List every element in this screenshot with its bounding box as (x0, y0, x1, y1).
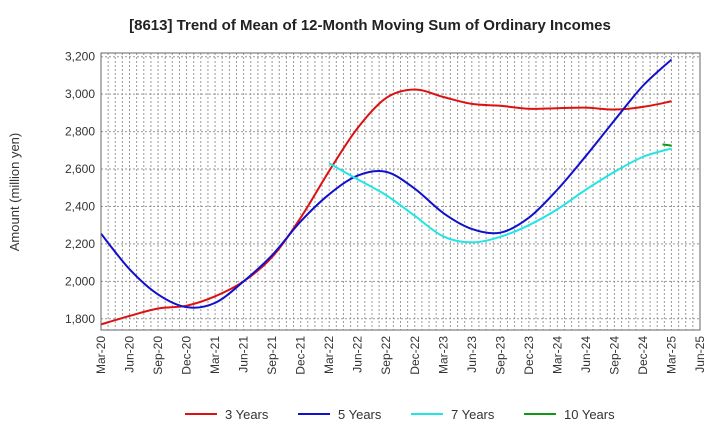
x-axis: Mar-20 Jun-20 Sep-20 Dec-20 Mar-21 Jun-21 Sep-… (94, 336, 707, 375)
x-tick-label: Mar-21 (208, 336, 222, 374)
y-tick-label: 2,400 (65, 199, 95, 213)
chart-title: [8613] Trend of Mean of 12-Month Moving … (129, 17, 611, 34)
legend-label-7-years: 7 Years (451, 407, 495, 422)
x-tick-label: Sep-20 (151, 336, 165, 375)
y-tick-label: 3,000 (65, 87, 95, 101)
x-tick-label: Sep-21 (265, 336, 279, 375)
x-tick-label: Mar-22 (322, 336, 336, 374)
series-group (100, 58, 673, 326)
y-tick-label: 2,000 (65, 274, 95, 288)
x-tick-label: Mar-20 (94, 336, 108, 374)
legend: 3 Years 5 Years 7 Years 10 Years (185, 407, 615, 422)
x-tick-label: Dec-22 (408, 336, 422, 375)
legend-label-5-years: 5 Years (338, 407, 382, 422)
grid (101, 53, 700, 330)
x-tick-label: Mar-24 (550, 336, 564, 374)
x-tick-label: Dec-24 (636, 336, 650, 375)
x-tick-label: Mar-25 (664, 336, 678, 374)
series-line-7-years (328, 147, 672, 244)
y-axis-label: Amount (million yen) (7, 133, 22, 252)
y-tick-label: 2,600 (65, 162, 95, 176)
y-tick-label: 1,800 (65, 312, 95, 326)
legend-label-3-years: 3 Years (225, 407, 269, 422)
y-axis: 1,800 2,000 2,200 2,400 2,600 2,800 3,000 3,200 (65, 50, 95, 326)
y-tick-label: 3,200 (65, 50, 95, 64)
x-tick-label: Sep-23 (493, 336, 507, 375)
x-tick-label: Jun-21 (237, 336, 251, 373)
x-tick-label: Dec-21 (294, 336, 308, 375)
series-line-10-years (662, 143, 672, 147)
y-tick-label: 2,200 (65, 237, 95, 251)
plot-frame (100, 52, 701, 331)
x-tick-label: Jun-22 (351, 336, 365, 373)
x-tick-label: Jun-25 (693, 336, 707, 373)
legend-label-10-years: 10 Years (564, 407, 615, 422)
x-tick-label: Dec-23 (522, 336, 536, 375)
series-line-3-years (100, 88, 672, 326)
series-line-5-years (100, 58, 673, 309)
y-tick-label: 2,800 (65, 125, 95, 139)
x-tick-label: Jun-24 (579, 336, 593, 373)
x-tick-label: Sep-24 (607, 336, 621, 375)
x-tick-label: Jun-20 (123, 336, 137, 373)
x-tick-label: Sep-22 (379, 336, 393, 375)
x-tick-label: Mar-23 (436, 336, 450, 374)
x-tick-label: Dec-20 (180, 336, 194, 375)
x-tick-label: Jun-23 (465, 336, 479, 373)
